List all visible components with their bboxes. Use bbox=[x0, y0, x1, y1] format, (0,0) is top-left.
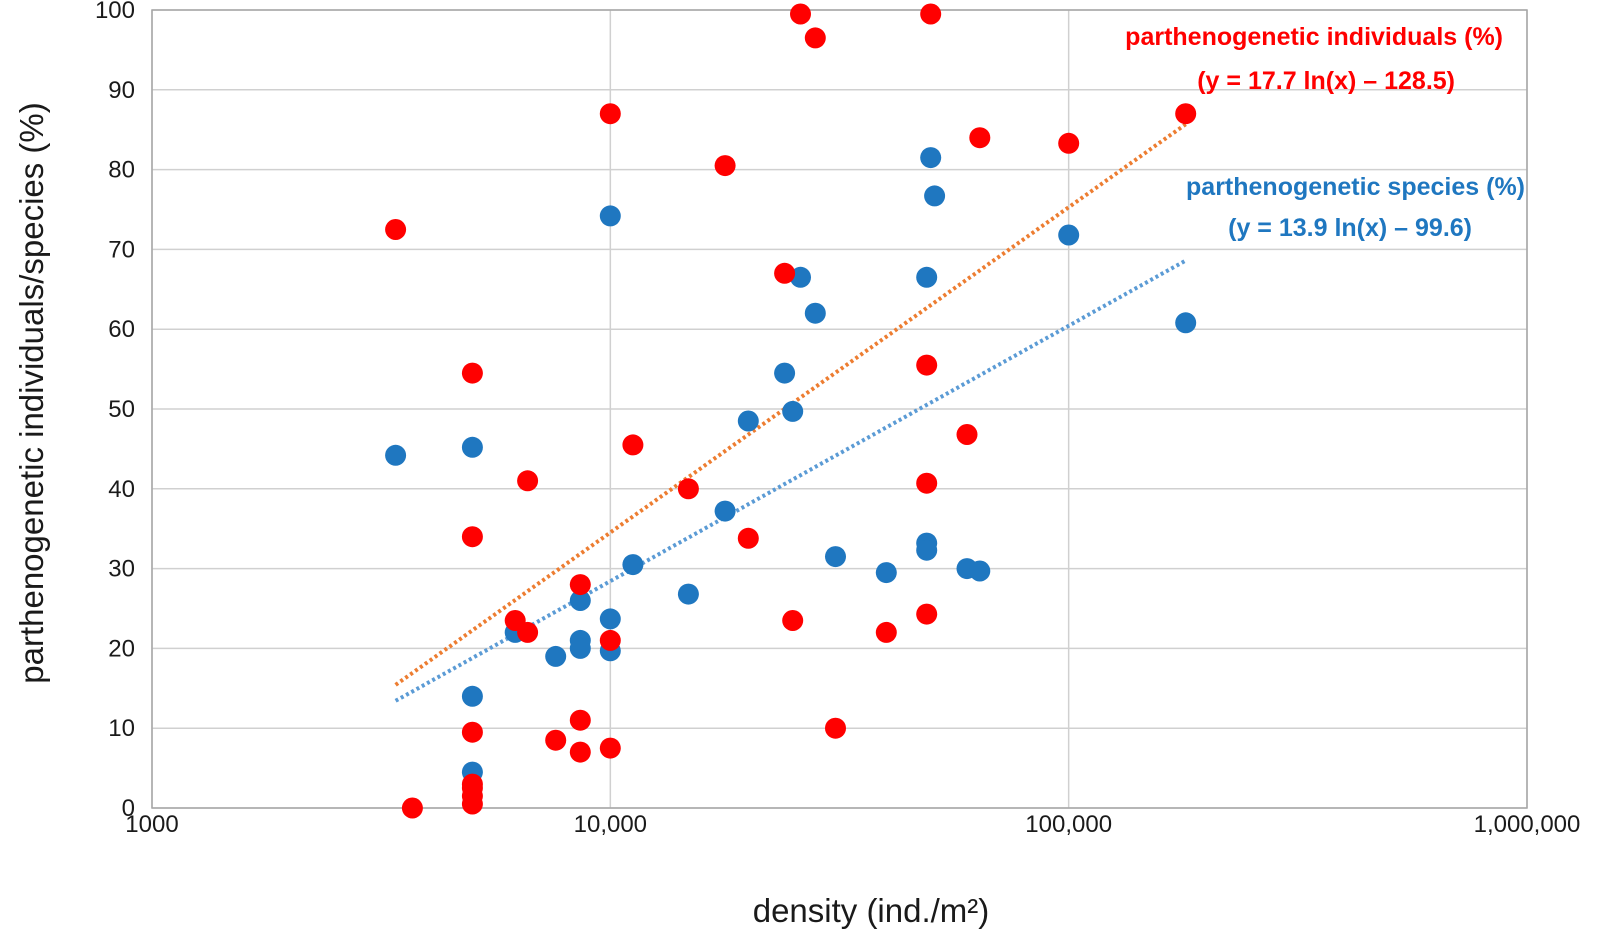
data-point-series-0 bbox=[916, 354, 938, 376]
x-tick-label: 100,000 bbox=[1025, 811, 1112, 838]
data-point-series-1 bbox=[737, 410, 759, 432]
individuals-equation: (y = 17.7 ln(x) – 128.5) bbox=[1197, 67, 1455, 95]
data-point-series-0 bbox=[569, 741, 591, 763]
data-point-series-0 bbox=[599, 103, 621, 125]
y-tick-label: 50 bbox=[108, 396, 135, 423]
y-tick-label: 20 bbox=[108, 635, 135, 662]
data-point-series-0 bbox=[782, 610, 804, 631]
data-point-series-0 bbox=[825, 717, 846, 739]
plot-area-frame bbox=[151, 9, 1528, 809]
data-point-series-1 bbox=[1175, 312, 1197, 334]
data-point-series-1 bbox=[782, 400, 804, 422]
y-tick-label: 100 bbox=[95, 0, 135, 24]
species-legend-title: parthenogenetic species (%) bbox=[1186, 173, 1525, 201]
data-point-series-1 bbox=[569, 590, 591, 611]
data-point-series-0 bbox=[774, 262, 796, 284]
y-tick-label: 60 bbox=[108, 316, 135, 343]
data-point-series-0 bbox=[545, 729, 567, 751]
data-point-series-1 bbox=[461, 436, 483, 458]
data-point-series-1 bbox=[569, 637, 591, 659]
data-point-series-1 bbox=[969, 560, 991, 582]
data-point-series-0 bbox=[569, 709, 591, 731]
data-point-series-0 bbox=[1175, 103, 1197, 125]
data-point-series-0 bbox=[677, 478, 699, 500]
data-point-series-0 bbox=[461, 721, 483, 743]
data-point-series-1 bbox=[622, 554, 644, 576]
y-tick-labels: 0 10 20 30 40 50 60 70 80 90 100 bbox=[95, 0, 135, 822]
data-point-series-1 bbox=[825, 546, 846, 568]
data-point-series-1 bbox=[920, 147, 942, 169]
y-axis-title: parthenogenetic individuals/species (%) bbox=[13, 102, 50, 684]
data-point-series-1 bbox=[774, 362, 796, 384]
data-point-series-1 bbox=[599, 205, 621, 227]
data-points bbox=[385, 3, 1197, 819]
data-point-series-0 bbox=[401, 797, 423, 819]
y-tick-label: 70 bbox=[108, 236, 135, 263]
y-tick-label: 40 bbox=[108, 476, 135, 503]
data-point-series-0 bbox=[517, 621, 539, 643]
data-point-series-0 bbox=[804, 27, 826, 49]
data-point-series-0 bbox=[1058, 132, 1080, 154]
x-tick-label: 1000 bbox=[125, 811, 178, 838]
y-tick-label: 30 bbox=[108, 556, 135, 583]
data-point-series-0 bbox=[461, 793, 483, 815]
data-point-series-0 bbox=[920, 3, 942, 25]
data-point-series-1 bbox=[790, 266, 811, 288]
y-tick-label: 80 bbox=[108, 157, 135, 184]
data-point-series-1 bbox=[545, 645, 567, 667]
y-tick-label: 90 bbox=[108, 77, 135, 104]
data-point-series-0 bbox=[956, 424, 978, 445]
data-point-series-0 bbox=[790, 3, 811, 25]
data-point-series-1 bbox=[804, 302, 826, 324]
data-point-series-1 bbox=[916, 266, 938, 288]
data-point-series-1 bbox=[461, 685, 483, 707]
data-point-series-0 bbox=[622, 434, 644, 456]
x-axis-title: density (ind./m²) bbox=[753, 892, 990, 929]
data-point-series-1 bbox=[1058, 224, 1080, 246]
data-point-series-0 bbox=[875, 621, 897, 643]
grid-lines bbox=[151, 9, 1528, 809]
data-point-series-0 bbox=[517, 470, 539, 492]
data-point-series-0 bbox=[969, 127, 991, 149]
data-point-series-0 bbox=[599, 737, 621, 759]
data-point-series-0 bbox=[461, 362, 483, 384]
y-tick-label: 0 bbox=[122, 795, 135, 822]
data-point-series-0 bbox=[385, 219, 407, 240]
data-point-series-0 bbox=[461, 526, 483, 548]
data-point-series-1 bbox=[714, 500, 736, 522]
data-point-series-1 bbox=[385, 444, 407, 466]
data-point-series-1 bbox=[924, 185, 946, 207]
species-equation: (y = 13.9 ln(x) – 99.6) bbox=[1228, 214, 1472, 242]
y-tick-label: 10 bbox=[108, 715, 135, 742]
data-point-series-0 bbox=[714, 155, 736, 177]
data-point-series-0 bbox=[916, 472, 938, 494]
x-tick-label: 1,000,000 bbox=[1474, 811, 1581, 838]
x-tick-label: 10,000 bbox=[574, 811, 647, 838]
data-point-series-1 bbox=[916, 539, 938, 561]
data-point-series-1 bbox=[677, 583, 699, 605]
individuals-legend-title: parthenogenetic individuals (%) bbox=[1125, 23, 1503, 51]
data-point-series-1 bbox=[599, 608, 621, 630]
data-point-series-0 bbox=[916, 603, 938, 625]
data-point-series-1 bbox=[875, 562, 897, 584]
data-point-series-0 bbox=[569, 574, 591, 596]
x-tick-labels: 1000 10,000 100,000 1,000,000 bbox=[125, 811, 1580, 838]
data-point-series-0 bbox=[599, 629, 621, 651]
data-point-series-0 bbox=[737, 527, 759, 549]
